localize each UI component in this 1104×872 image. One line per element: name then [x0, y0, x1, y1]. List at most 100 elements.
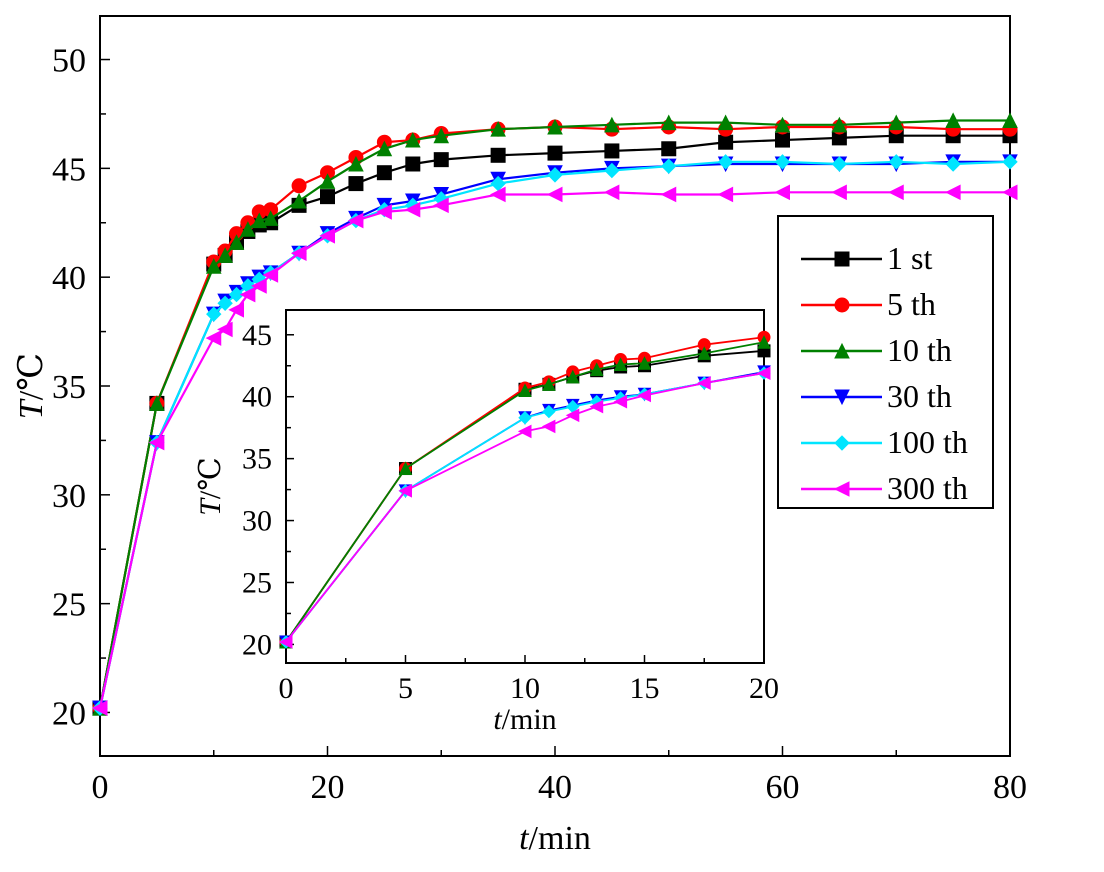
inset-series-point — [613, 394, 628, 409]
main-series-point — [239, 286, 256, 303]
inset-series-2 — [279, 335, 771, 649]
inset-chart: 0 5 10 15 20 20 25 30 35 40 45 t/min T/℃ — [194, 309, 779, 736]
inset-y-tick-label: 30 — [242, 505, 272, 538]
inset-series-point — [542, 377, 556, 391]
main-series-point — [262, 267, 279, 283]
inset-series-4 — [279, 366, 771, 649]
main-series-point — [206, 306, 222, 322]
main-series-point — [717, 186, 734, 203]
main-series-point — [490, 121, 506, 137]
inset-series-5 — [278, 366, 771, 649]
inset-series-group — [278, 330, 771, 650]
main-series-point — [1002, 154, 1018, 170]
main-series-point — [240, 221, 256, 237]
main-series-point — [433, 152, 449, 168]
inset-series-line — [285, 336, 765, 643]
main-series-point — [290, 245, 307, 262]
inset-series-1 — [279, 330, 771, 649]
inset-y-tick-label: 35 — [242, 443, 272, 476]
inset-series-point — [398, 461, 413, 476]
inset-x-axis-title: t/min — [493, 703, 556, 736]
main-series-point — [661, 158, 677, 174]
main-series-point — [547, 167, 563, 183]
inset-series-3 — [279, 365, 771, 650]
main-series-point — [251, 212, 268, 229]
legend-marker — [834, 435, 850, 451]
main-y-axis-title: T/℃ — [13, 353, 50, 419]
inset-series-point — [613, 357, 628, 371]
main-series-point — [320, 189, 335, 205]
main-series-point — [831, 116, 848, 133]
inset-y-tick-label: 20 — [242, 628, 272, 661]
main-series-point — [717, 154, 734, 170]
main-series-point — [433, 197, 449, 214]
main-x-tick-label: 20 — [311, 769, 345, 806]
legend-item: 300 th — [801, 470, 968, 506]
main-y-tick-label: 35 — [52, 369, 86, 406]
main-series-point — [376, 204, 392, 220]
main-series-group — [91, 112, 1018, 717]
legend-item: 100 th — [801, 424, 968, 460]
main-series-2 — [92, 112, 1018, 716]
legend-item: 30 th — [801, 378, 952, 414]
main-series-point — [604, 116, 620, 133]
inset-series-point — [518, 411, 532, 425]
inset-plot-frame — [285, 309, 765, 664]
main-series-point — [217, 295, 233, 312]
inset-series-line — [285, 372, 765, 643]
inset-ticks: 0 5 10 15 20 20 25 30 35 40 45 — [242, 319, 779, 705]
main-y-tick-label: 40 — [52, 260, 86, 297]
main-series-line — [98, 191, 1012, 710]
inset-y-tick-label: 25 — [242, 566, 272, 599]
legend: 1 st 5 th 10 th 30 th 100 th 300 th — [777, 215, 994, 509]
legend-item: 1 st — [801, 240, 932, 276]
legend-label: 1 st — [887, 240, 932, 276]
main-series-point — [888, 184, 904, 201]
main-series-point — [945, 184, 961, 201]
legend-marker — [834, 389, 850, 406]
main-x-axis-title: t/min — [519, 820, 591, 857]
main-series-point — [205, 330, 222, 346]
inset-x-tick-label: 5 — [398, 672, 413, 705]
legend-marker — [834, 251, 850, 267]
main-y-tick-label: 45 — [52, 151, 86, 188]
main-series-point — [405, 156, 421, 172]
legend-item: 5 th — [801, 286, 936, 322]
legend-marker — [834, 342, 850, 359]
legend-label: 30 th — [887, 378, 952, 414]
inset-y-tick-label: 40 — [242, 381, 272, 414]
legend-label: 5 th — [887, 286, 936, 322]
inset-y-axis-title: T/℃ — [194, 457, 227, 516]
main-series-point — [148, 434, 165, 451]
main-series-point — [262, 210, 279, 226]
main-series-point — [404, 201, 421, 218]
main-y-tick-label: 25 — [52, 587, 86, 624]
legend-item: 10 th — [801, 332, 952, 368]
main-series-point — [604, 162, 620, 179]
main-series-point — [376, 165, 392, 181]
main-series-point — [348, 176, 364, 192]
main-series-point — [291, 192, 307, 209]
main-series-point — [774, 116, 791, 133]
main-series-point — [1002, 112, 1018, 128]
inset-series-point — [542, 404, 556, 419]
main-series-point — [888, 114, 905, 131]
inset-series-point — [637, 356, 652, 370]
main-series-point — [251, 278, 267, 294]
main-series-point — [547, 145, 563, 161]
inset-series-point — [697, 376, 711, 390]
main-series-point — [228, 234, 245, 250]
main-series-point — [217, 321, 233, 338]
legend-marker — [833, 481, 850, 497]
main-series-point — [774, 154, 791, 170]
main-series-5 — [91, 184, 1018, 716]
main-series-point — [547, 118, 563, 135]
main-series-point — [319, 173, 336, 189]
main-y-tick-label: 50 — [52, 43, 86, 80]
main-series-point — [217, 247, 233, 263]
main-series-point — [945, 156, 961, 172]
main-x-tick-label: 80 — [993, 769, 1027, 806]
main-series-point — [405, 131, 421, 148]
